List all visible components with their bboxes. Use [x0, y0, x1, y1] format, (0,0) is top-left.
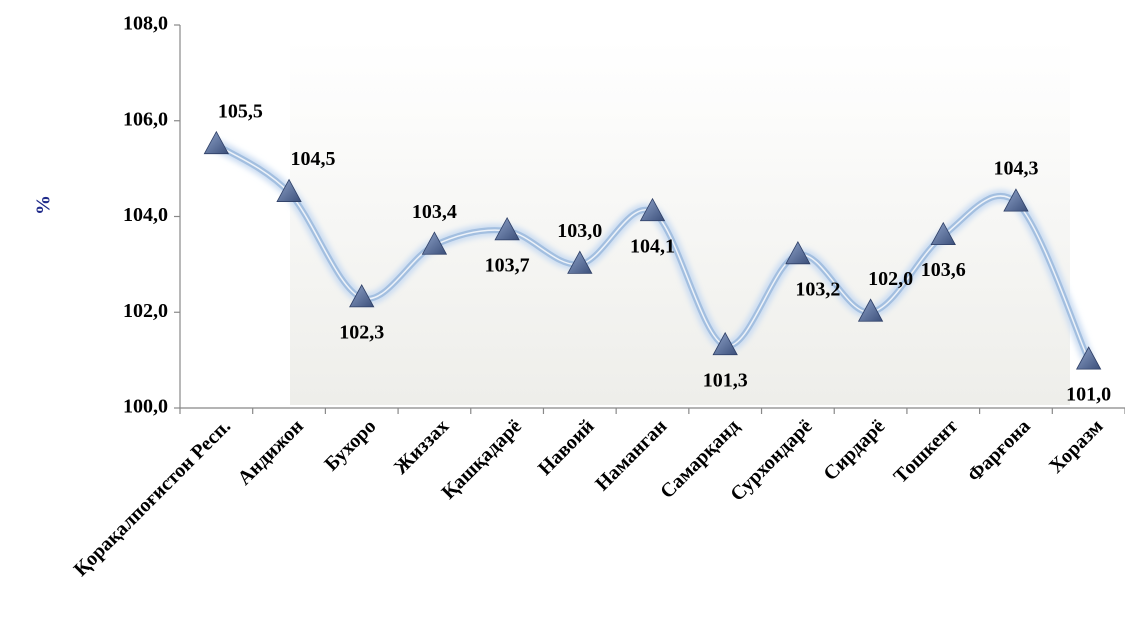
y-tick-label: 102,0: [123, 300, 168, 322]
marker: [712, 331, 738, 356]
y-tick-label: 104,0: [123, 204, 168, 226]
marker: [785, 240, 811, 265]
marker: [421, 231, 448, 255]
x-tick-label: Хоразм: [1045, 415, 1107, 477]
marker: [349, 284, 375, 308]
marker: [930, 221, 956, 246]
x-tick-label: Қорақалпоғистон Респ.: [70, 415, 236, 581]
x-tick-label: Бухоро: [320, 415, 380, 475]
marker: [567, 250, 593, 274]
y-axis-title: %: [33, 195, 55, 215]
y-tick-label: 108,0: [123, 13, 168, 35]
background-image: [290, 40, 1070, 405]
data-label: 101,0: [1066, 384, 1111, 406]
data-label: 104,5: [291, 148, 336, 170]
data-label: 101,3: [703, 369, 748, 391]
x-tick-label: Андижон: [233, 415, 307, 489]
x-tick-label: Жиззах: [390, 415, 453, 478]
data-label: 102,0: [868, 268, 913, 290]
data-label: 105,5: [218, 100, 263, 122]
x-tick-label: Тошкент: [890, 415, 963, 488]
x-tick-label: Навоий: [534, 415, 599, 480]
x-tick-label: Сирдарё: [819, 415, 889, 485]
marker: [857, 298, 884, 322]
marker: [494, 217, 520, 241]
marker: [639, 197, 666, 222]
data-label: 104,1: [630, 235, 675, 257]
y-tick-label: 100,0: [123, 396, 168, 418]
y-tick-label: 106,0: [123, 108, 168, 130]
marker: [203, 130, 230, 155]
data-label: 103,2: [795, 278, 840, 300]
data-label: 103,0: [557, 220, 602, 242]
marker: [1003, 188, 1029, 212]
data-label: 102,3: [339, 321, 384, 343]
marker: [276, 178, 302, 202]
data-label: 103,4: [412, 201, 457, 223]
marker: [1075, 346, 1102, 370]
data-label: 104,3: [993, 158, 1038, 180]
data-label: 103,6: [921, 259, 966, 281]
x-tick-label: Фарғона: [963, 415, 1034, 486]
data-label: 103,7: [485, 254, 530, 276]
